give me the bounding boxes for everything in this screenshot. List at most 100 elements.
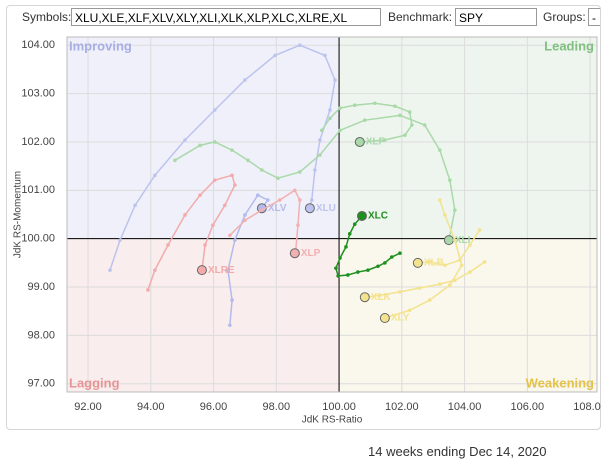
tail-point [398, 251, 402, 255]
tail-point [226, 268, 230, 272]
tail-line [227, 194, 269, 326]
tail-point [246, 158, 250, 163]
x-tick-label: 98.00 [263, 401, 291, 413]
tail-point [346, 273, 350, 277]
tail-point [318, 138, 322, 142]
tail-point [323, 53, 327, 58]
series-label: XLU [316, 203, 336, 214]
tail-point [417, 286, 422, 290]
tail-point [293, 188, 297, 193]
tail-point [273, 53, 277, 58]
tail-point [108, 268, 112, 272]
tail-point [453, 208, 457, 212]
y-tick-label: 103.00 [21, 87, 55, 99]
tail-point [211, 223, 215, 227]
series-label: XLI [455, 235, 471, 246]
tail-point [437, 198, 442, 202]
series-label: XLF [366, 137, 385, 148]
plot-border [66, 36, 598, 393]
groups-select[interactable]: - [588, 8, 601, 26]
tail-point [313, 168, 317, 172]
quadrant-label: Leading [544, 38, 594, 53]
benchmark-input[interactable]: SPY [455, 8, 537, 26]
tail-point [477, 228, 482, 232]
tail-point [437, 282, 442, 286]
tail-point [422, 123, 427, 127]
tail-point [443, 263, 447, 268]
tail-point [166, 243, 170, 247]
tail-line [364, 261, 486, 298]
chart: 92.00 94.00 96.00 98.00 100.00 102.00 104.00 10… [13, 36, 601, 426]
tail-point [276, 176, 280, 181]
symbols-input[interactable]: XLU,XLE,XLF,XLV,XLY,XLI,XLK,XLP,XLC,XLRE… [71, 8, 381, 26]
series-label: XLK [371, 292, 392, 303]
tail-point [468, 243, 472, 247]
head-point [356, 210, 367, 221]
tail-point [173, 158, 177, 163]
tail-point [298, 170, 302, 174]
tail-point [320, 128, 324, 133]
tail-point [328, 108, 332, 112]
tail-point [243, 218, 247, 223]
quadrant-label: Lagging [69, 375, 120, 390]
tail-point [318, 153, 322, 157]
tail-point [260, 208, 264, 212]
tail-point [453, 238, 457, 242]
tail-point [338, 256, 342, 260]
tail-point [243, 78, 247, 82]
tail-line [384, 199, 463, 319]
tail-point [437, 148, 442, 152]
tail-point [133, 203, 137, 208]
tail-point [398, 290, 402, 294]
tail-point [183, 138, 187, 142]
tail-point [212, 108, 217, 112]
tail-point [383, 138, 387, 142]
tail-point [328, 116, 332, 121]
tail-point [153, 173, 157, 178]
tail-point [376, 264, 380, 269]
series [334, 210, 402, 278]
tail-point [198, 193, 202, 197]
tail-point [443, 213, 447, 217]
series [412, 228, 482, 268]
tail-point [183, 213, 187, 217]
y-tick-label: 97.00 [27, 378, 55, 390]
tail-point [333, 78, 337, 82]
tail-point [362, 118, 367, 122]
tail-point [296, 223, 300, 227]
x-tick-label: 104.00 [448, 401, 482, 413]
y-tick-label: 98.00 [27, 329, 55, 341]
y-axis-label: JdK RS-Momentum [13, 171, 24, 258]
quadrant [67, 37, 340, 239]
tail-line [417, 229, 481, 267]
y-tick-label: 101.00 [21, 184, 55, 196]
series [146, 173, 237, 292]
series [108, 43, 337, 272]
tail-point [448, 178, 452, 182]
x-tick-label: 94.00 [137, 401, 165, 413]
tail-point [366, 268, 370, 272]
tail-point [347, 232, 352, 236]
tail-point [233, 238, 237, 242]
head-point [196, 265, 207, 276]
tail-point [398, 113, 402, 118]
tail-point [427, 260, 432, 264]
tail-point [427, 298, 432, 302]
y-tick-label: 100.00 [21, 233, 55, 245]
tail-point [334, 266, 338, 270]
tail-point [448, 283, 452, 287]
tail-point [482, 260, 487, 264]
tail-point [203, 243, 207, 247]
head-point [304, 203, 315, 214]
series [359, 260, 487, 303]
footer: 14 weeks ending Dec 14, 2020 [368, 444, 547, 459]
series-label: XLY [391, 313, 410, 324]
quadrant-label: Weakening [526, 375, 594, 390]
tail-point [356, 270, 360, 274]
quadrant-label: Improving [69, 38, 132, 53]
tail-point [373, 101, 377, 106]
tail-point [198, 143, 202, 148]
tail-point [338, 106, 342, 110]
tail-point [403, 133, 407, 137]
